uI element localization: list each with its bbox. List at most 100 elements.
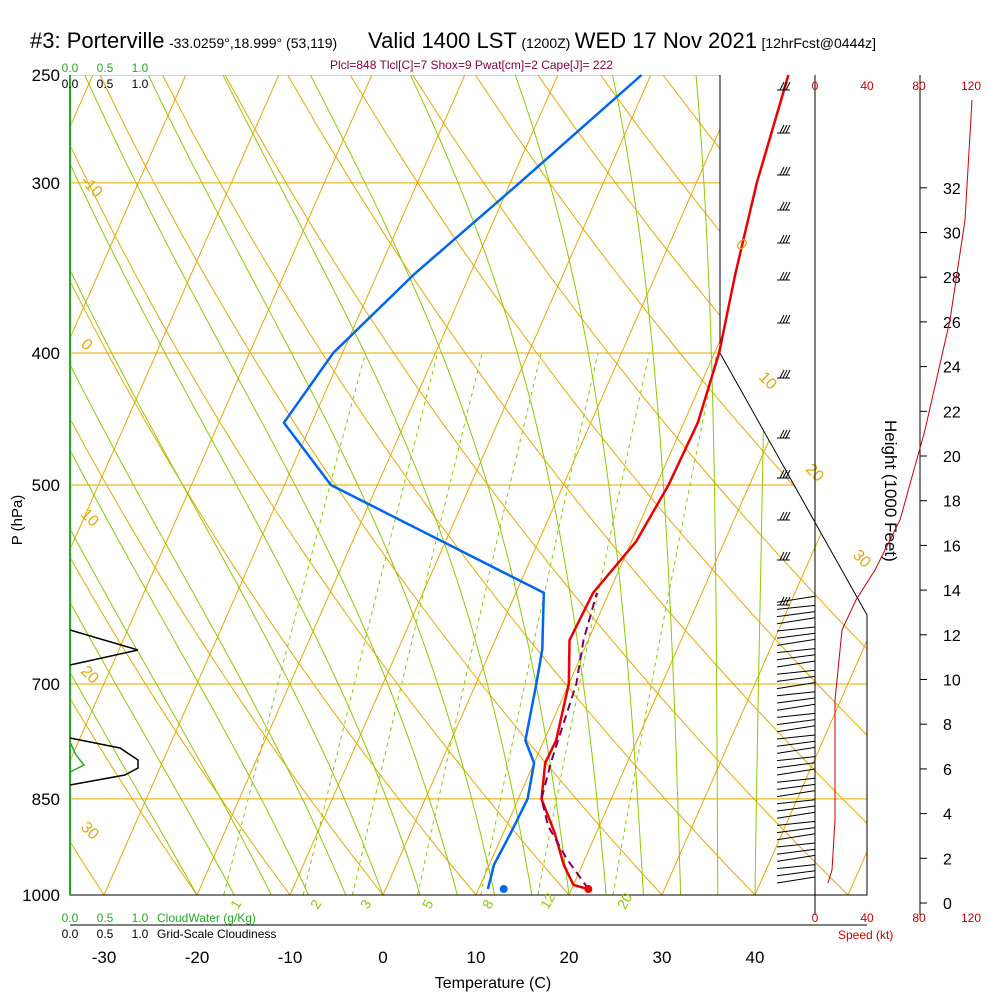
- wind-barb-flag: [785, 271, 791, 281]
- wind-barb: [776, 691, 816, 697]
- wind-barb: [776, 654, 816, 661]
- pressure-tick-label: 250: [32, 66, 60, 85]
- forecast-info: [12hrFcst@0444z]: [761, 35, 877, 51]
- dry-adiabat: [913, 75, 1000, 895]
- temperature-tick-label: 40: [746, 948, 765, 967]
- wind-barb: [776, 712, 816, 718]
- mixing-ratio-label: 1: [227, 897, 245, 912]
- wind-barb: [776, 611, 816, 618]
- parcel-line: [540, 592, 598, 890]
- wind-barb-flag: [782, 81, 788, 91]
- wind-barb-flag: [782, 511, 788, 521]
- height-tick-label: 30: [943, 226, 961, 243]
- wind-barb-flag: [782, 166, 788, 176]
- wind-barb: [776, 820, 816, 826]
- mixing-ratio-line: [537, 352, 650, 895]
- wind-barb-flag: [785, 201, 791, 211]
- moist-adiabat: [70, 75, 198, 895]
- temperature-tick-label: -20: [185, 948, 210, 967]
- plot-area: [70, 75, 1000, 895]
- moist-adiabat: [70, 75, 347, 895]
- valid-time: Valid 1400 LST: [368, 28, 517, 53]
- wind-barb-flag: [779, 596, 785, 606]
- wind-barb-flag: [785, 511, 791, 521]
- wind-barb: [776, 740, 816, 747]
- dry-adiabat: [70, 75, 291, 895]
- wind-barb-flag: [779, 271, 785, 281]
- wind-barb-flag: [785, 314, 791, 324]
- mixing-ratio-label: 20: [614, 890, 636, 912]
- moist-adiabat: [70, 75, 421, 895]
- mixing-ratio-label: 2: [307, 897, 325, 912]
- moist-adiabat: [612, 75, 682, 895]
- moist-adiabat: [70, 75, 235, 895]
- isotherm-label: 0: [77, 336, 95, 354]
- wind-barb: [776, 777, 816, 783]
- wind-barb: [776, 805, 816, 812]
- mixing-ratio-line: [351, 352, 483, 895]
- wind-barb-flag: [779, 511, 785, 521]
- dry-adiabat: [349, 75, 867, 895]
- isotherm-label: 10: [77, 506, 102, 531]
- speed-tick-bottom: 0: [812, 911, 819, 925]
- dry-adiabat: [224, 75, 849, 895]
- wind-barb-flag: [785, 551, 791, 561]
- mixing-ratio-line: [223, 352, 366, 895]
- wind-barb: [776, 725, 816, 733]
- cloudiness-tick-top: 0.5: [97, 77, 114, 91]
- height-tick-label: 0: [943, 896, 952, 913]
- speed-tick-top: 120: [961, 79, 981, 93]
- dry-adiabat: [162, 75, 756, 895]
- wind-barb-flag: [779, 551, 785, 561]
- temperature-tick-label: -10: [278, 948, 303, 967]
- moist-adiabat: [70, 75, 310, 895]
- dry-adiabat: [99, 75, 663, 895]
- dry-adiabat: [70, 75, 198, 895]
- temperature-tick-label: 20: [560, 948, 579, 967]
- moist-adiabat: [222, 75, 533, 895]
- chart-title: #3: Porterville -33.0259°,18.999° (53,11…: [30, 28, 876, 54]
- isotherm-label: -10: [77, 173, 105, 201]
- wind-barb-flag: [782, 234, 788, 244]
- pressure-tick-label: 400: [32, 344, 60, 363]
- wind-barb: [776, 675, 816, 682]
- isotherm-line: [70, 75, 187, 895]
- temperature-tick-label: 0: [378, 948, 387, 967]
- wind-barb: [776, 669, 816, 675]
- speed-tick-top: 40: [860, 79, 874, 93]
- wind-barb-flag: [782, 429, 788, 439]
- cloudiness-tick-bottom: 1.0: [132, 927, 149, 941]
- height-tick-label: 22: [943, 404, 961, 421]
- dry-adiabat: [412, 75, 867, 895]
- height-tick-label: 16: [943, 538, 961, 555]
- mixing-ratio-line: [302, 352, 439, 895]
- mixing-ratio-line: [417, 352, 542, 895]
- height-tick-label: 20: [943, 449, 961, 466]
- pressure-tick-label: 850: [32, 790, 60, 809]
- moist-adiabat: [695, 75, 719, 895]
- wind-barb-flag: [785, 429, 791, 439]
- height-tick-label: 8: [943, 717, 952, 734]
- cloudiness-line: [69, 629, 139, 666]
- wind-barb-flag: [782, 201, 788, 211]
- speed-tick-top: 80: [912, 79, 926, 93]
- valid-date: WED 17 Nov 2021: [574, 28, 757, 53]
- height-tick-label: 26: [943, 315, 961, 332]
- wind-barb: [776, 811, 816, 819]
- pressure-tick-label: 1000: [22, 886, 60, 905]
- wind-barb-flag: [779, 314, 785, 324]
- temperature-marker: [584, 885, 593, 894]
- wind-barb: [776, 768, 816, 776]
- wind-barb: [776, 799, 816, 805]
- wind-barb: [776, 660, 816, 668]
- wind-barb: [776, 604, 816, 610]
- wind-barb: [776, 595, 816, 603]
- wind-speed-line: [827, 99, 973, 884]
- height-tick-label: 14: [943, 583, 961, 600]
- temperature-tick-label: 30: [653, 948, 672, 967]
- wind-barb-flag: [785, 369, 791, 379]
- wind-barb: [776, 854, 816, 862]
- wind-barb: [776, 756, 816, 762]
- wind-barb: [776, 648, 816, 654]
- wind-barb: [776, 864, 816, 870]
